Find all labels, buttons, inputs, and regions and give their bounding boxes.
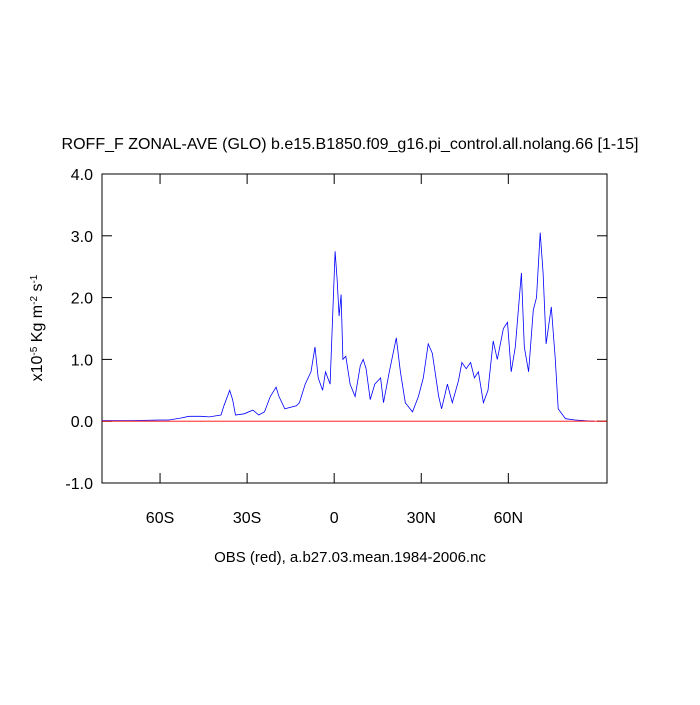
y-tick-label: -1.0 (65, 476, 93, 493)
y-tick-label: 4.0 (71, 167, 93, 184)
x-tick-label: 60S (146, 510, 174, 527)
y-label-superscript: -5 (29, 346, 40, 355)
chart-title: ROFF_F ZONAL-AVE (GLO) b.e15.B1850.f09_g… (62, 136, 639, 153)
y-tick-label: 2.0 (71, 291, 93, 308)
y-tick-label: 1.0 (71, 352, 93, 369)
x-tick-label: 60N (494, 510, 523, 527)
y-label-superscript: -2 (29, 296, 40, 305)
y-tick-label: 0.0 (71, 414, 93, 431)
plot-frame (101, 173, 608, 484)
y-axis-label: x10-5 Kg m-2 s-1 (29, 274, 47, 381)
x-axis-label: OBS (red), a.b27.03.mean.1984-2006.nc (214, 549, 486, 566)
y-label-part: s (29, 284, 46, 296)
y-label-superscript: -1 (29, 274, 40, 283)
x-tick-label: 0 (330, 510, 339, 527)
data-line (102, 232, 595, 422)
x-tick-label: 30S (233, 510, 261, 527)
y-tick-label: 3.0 (71, 229, 93, 246)
y-label-part: x10 (29, 355, 46, 381)
x-tick-label: 30N (407, 510, 436, 527)
y-label-part: Kg m (29, 305, 46, 347)
